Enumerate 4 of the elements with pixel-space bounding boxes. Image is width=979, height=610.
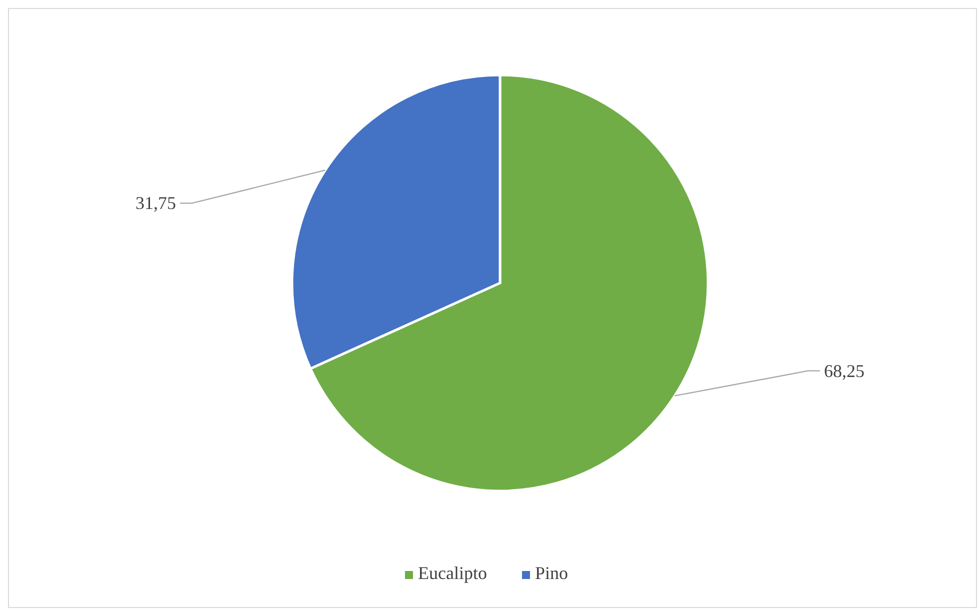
legend-label: Pino <box>535 563 568 583</box>
data-label: 31,75 <box>136 193 176 214</box>
legend-label: Eucalipto <box>418 563 487 583</box>
data-label: 68,25 <box>824 360 864 381</box>
